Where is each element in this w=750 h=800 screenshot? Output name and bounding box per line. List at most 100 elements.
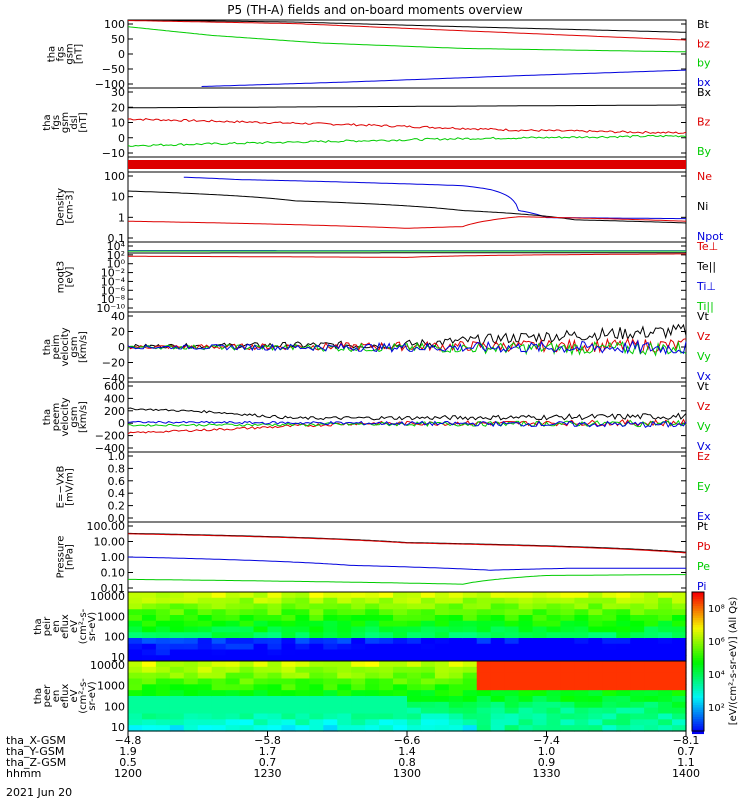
- heatmap-cell: [393, 597, 408, 605]
- heatmap-cell: [490, 620, 506, 628]
- heatmap-cell: [295, 672, 310, 680]
- x-tick-label: 1300: [393, 767, 421, 780]
- heatmap-cell: [476, 707, 492, 715]
- heatmap-cell: [448, 649, 464, 656]
- colorbar-swatch: [692, 726, 704, 730]
- heatmap-cell: [407, 626, 422, 633]
- heatmap-cell: [630, 632, 645, 639]
- y-label-line: tha: [33, 688, 44, 704]
- heatmap-cell: [490, 649, 506, 656]
- y-tick-label: 1.0: [108, 450, 126, 463]
- heatmap-cell: [253, 666, 269, 674]
- heatmap-cell: [295, 684, 310, 691]
- series-Npot: [183, 176, 686, 220]
- heatmap-cell: [239, 690, 255, 697]
- heatmap-cell: [560, 707, 575, 715]
- heatmap-cell: [672, 609, 687, 616]
- heatmap-cell: [365, 643, 380, 651]
- heatmap-cell: [574, 655, 589, 662]
- heatmap-cell: [323, 655, 338, 662]
- heatmap-cell: [532, 638, 548, 645]
- heatmap-cell: [197, 719, 213, 726]
- heatmap-cell: [155, 666, 171, 674]
- heatmap-cell: [448, 672, 464, 680]
- heatmap-cell: [630, 725, 645, 732]
- colorbar-tick-label: 10²: [708, 703, 725, 714]
- y-tick-label: 0.4: [108, 487, 126, 500]
- heatmap-cell: [365, 609, 380, 616]
- heatmap-cell: [141, 690, 157, 697]
- legend-entry: Vx: [697, 370, 712, 383]
- heatmap-cell: [295, 597, 310, 605]
- heatmap-cell: [393, 632, 408, 639]
- heatmap-cell: [588, 719, 603, 726]
- heatmap-cell: [588, 690, 603, 697]
- heatmap-cell: [476, 626, 492, 633]
- heatmap-cell: [128, 661, 143, 668]
- heatmap-cell: [128, 684, 143, 691]
- heatmap-cell: [616, 678, 631, 685]
- heatmap-cell: [420, 707, 436, 715]
- heatmap-cell: [197, 597, 213, 605]
- heatmap-cell: [407, 597, 422, 605]
- heatmap-cell: [588, 701, 603, 709]
- heatmap-cell: [309, 684, 324, 691]
- heatmap-cell: [504, 632, 520, 639]
- heatmap-cell: [141, 713, 157, 720]
- heatmap-cell: [309, 719, 324, 726]
- heatmap-cell: [295, 701, 310, 709]
- heatmap-cell: [644, 672, 659, 680]
- heatmap-cell: [281, 713, 296, 720]
- colorbar-swatch: [692, 622, 704, 626]
- y-label-line: en: [51, 690, 62, 703]
- heatmap-cell: [560, 626, 575, 633]
- heatmap-cell: [365, 597, 380, 605]
- heatmap-cell: [504, 643, 520, 651]
- heatmap-cell: [128, 696, 143, 703]
- heatmap-cell: [309, 672, 324, 680]
- heatmap-cell: [616, 707, 631, 715]
- heatmap-cell: [379, 678, 394, 685]
- heatmap-cell: [644, 701, 659, 709]
- heatmap-cell: [602, 626, 617, 633]
- heatmap-cell: [532, 597, 548, 605]
- heatmap-cell: [448, 719, 464, 726]
- heatmap-cell: [183, 719, 199, 726]
- heatmap-cell: [658, 649, 673, 656]
- colorbar-swatch: [692, 624, 704, 629]
- heatmap-cell: [407, 725, 422, 732]
- heatmap-cell: [128, 713, 143, 720]
- heatmap-cell: [420, 661, 436, 668]
- y-label-line: sr-eV): [87, 681, 98, 710]
- y-tick-label: −40: [102, 372, 125, 385]
- heatmap-cell: [295, 626, 310, 633]
- heatmap-cell: [253, 725, 269, 732]
- heatmap-cell: [546, 615, 562, 622]
- heatmap-cell: [393, 603, 408, 610]
- heatmap-cell: [658, 643, 673, 651]
- heatmap-cell: [337, 649, 352, 656]
- heatmap-cell: [476, 725, 492, 732]
- heatmap-cell: [546, 655, 562, 662]
- heatmap-cell: [337, 666, 352, 674]
- heatmap-cell: [588, 643, 603, 651]
- legend-entry: Te⊥: [696, 240, 718, 253]
- heatmap-cell: [379, 597, 394, 605]
- heatmap-cell: [602, 603, 617, 610]
- series-bz: [127, 20, 687, 41]
- heatmap-cell: [644, 638, 659, 645]
- heatmap-cell: [155, 696, 171, 703]
- legend-entry: Pb: [697, 540, 711, 553]
- heatmap-cell: [407, 696, 422, 703]
- heatmap-cell: [504, 661, 520, 668]
- heatmap-cell: [518, 615, 534, 622]
- heatmap-cell: [574, 597, 589, 605]
- heatmap-cell: [532, 649, 548, 656]
- heatmap-cell: [490, 666, 506, 674]
- heatmap-cell: [211, 620, 227, 628]
- heatmap-cell: [658, 620, 673, 628]
- heatmap-cell: [239, 643, 255, 651]
- heatmap-cell: [365, 632, 380, 639]
- heatmap-cell: [197, 725, 213, 732]
- heatmap-cell: [351, 661, 366, 668]
